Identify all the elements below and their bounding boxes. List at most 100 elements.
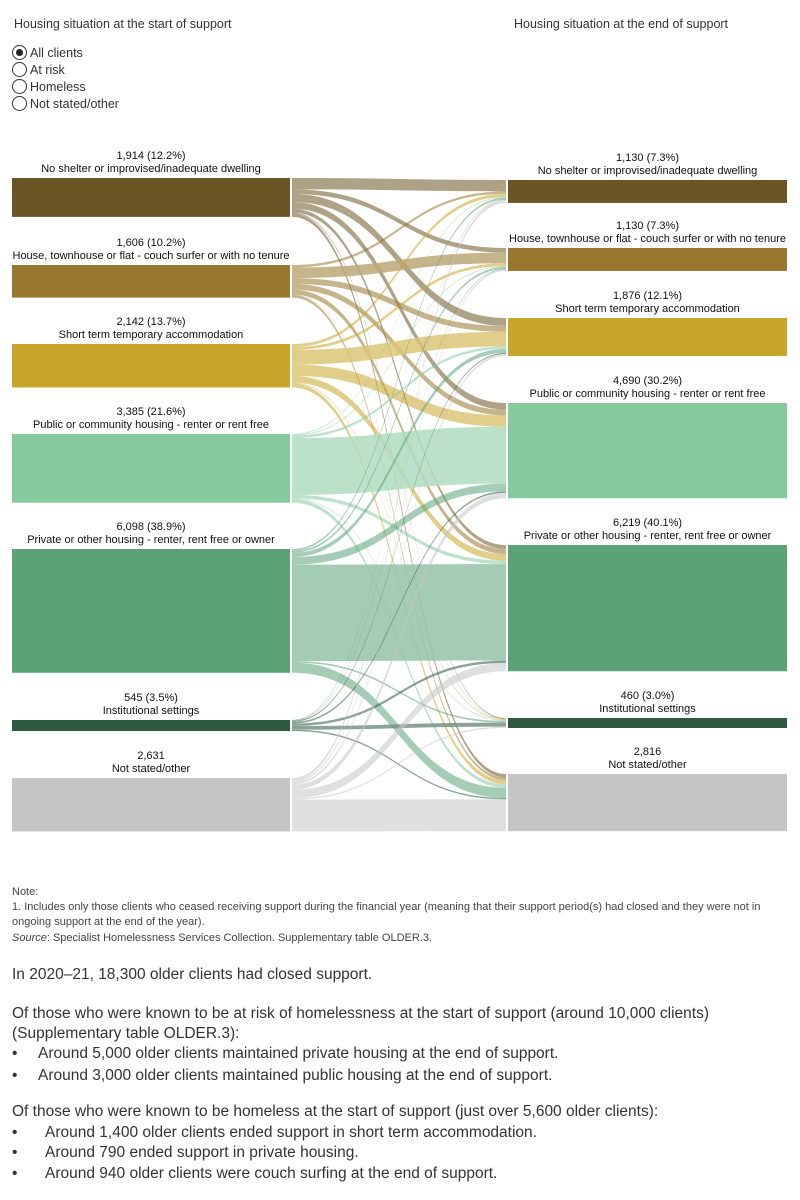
- flow-ns-to-stta[interactable]: [292, 354, 506, 785]
- radio-all-clients[interactable]: All clients: [12, 45, 83, 60]
- end-value-label-nos: 1,130 (7.3%): [616, 152, 679, 164]
- flow-ns-to-ns[interactable]: [292, 799, 506, 832]
- flow-ns-to-nos[interactable]: [292, 199, 506, 782]
- flow-priv-to-priv[interactable]: [292, 564, 506, 662]
- flow-inst-to-ns[interactable]: [292, 729, 506, 800]
- flow-couch-to-stta[interactable]: [292, 277, 506, 332]
- node-layer: [12, 178, 787, 832]
- end-value-label-couch: 1,130 (7.3%): [616, 220, 679, 232]
- flow-inst-to-couch[interactable]: [292, 268, 506, 721]
- list-item: • Around 940 older clients were couch sur…: [12, 1165, 498, 1182]
- flow-ns-to-pub[interactable]: [292, 492, 506, 790]
- end-value-label-inst: 460 (3.0%): [621, 690, 675, 702]
- flow-nos-to-priv[interactable]: [292, 208, 506, 549]
- end-node-stta[interactable]: [508, 318, 787, 357]
- radio-icon[interactable]: [12, 45, 27, 60]
- flow-stta-to-stta[interactable]: [292, 331, 506, 365]
- end-heading: Housing situation at the end of support: [514, 17, 729, 31]
- radio-at-risk[interactable]: At risk: [12, 62, 65, 77]
- sankey-chart: 1,914 (12.2%) No shelter or improvised/in…: [12, 150, 787, 832]
- start-node-nos[interactable]: [12, 178, 290, 217]
- end-value-label-pub: 4,690 (30.2%): [613, 375, 682, 387]
- start-value-label-pub: 3,385 (21.6%): [116, 406, 185, 418]
- flow-couch-to-couch[interactable]: [292, 252, 506, 278]
- end-category-label-priv: Private or other housing - renter, rent …: [524, 530, 772, 542]
- start-node-inst[interactable]: [12, 720, 290, 732]
- start-category-label-ns: Not stated/other: [112, 763, 191, 775]
- start-heading: Housing situation at the start of suppor…: [14, 17, 232, 31]
- flow-inst-to-pub[interactable]: [292, 491, 506, 724]
- flow-pub-to-couch[interactable]: [292, 266, 506, 436]
- list-item: • Around 790 ended support in private hou…: [12, 1144, 359, 1161]
- flow-priv-to-pub[interactable]: [292, 483, 506, 565]
- flow-inst-to-nos[interactable]: [292, 199, 506, 721]
- paragraph-at-risk: Of those who were known to be at risk of…: [12, 1005, 710, 1042]
- flow-nos-to-ns[interactable]: [292, 213, 506, 778]
- flow-couch-to-priv[interactable]: [292, 289, 506, 554]
- flow-pub-to-stta[interactable]: [292, 346, 506, 439]
- start-node-pub[interactable]: [12, 434, 290, 503]
- flow-stta-to-couch[interactable]: [292, 263, 506, 350]
- flow-pub-to-priv[interactable]: [292, 494, 506, 565]
- end-category-label-couch: House, townhouse or flat - couch surfer …: [509, 233, 786, 245]
- list-item: • Around 5,000 older clients maintained p…: [12, 1045, 559, 1062]
- flow-stta-to-inst[interactable]: [292, 382, 506, 721]
- end-value-label-priv: 6,219 (40.1%): [613, 517, 682, 529]
- flow-priv-to-nos[interactable]: [292, 197, 506, 551]
- flow-couch-to-nos[interactable]: [292, 191, 506, 268]
- flow-priv-to-couch[interactable]: [292, 266, 506, 553]
- end-value-label-ns: 2,816: [634, 746, 662, 758]
- flow-pub-to-nos[interactable]: [292, 196, 506, 435]
- start-node-ns[interactable]: [12, 778, 290, 832]
- end-node-couch[interactable]: [508, 248, 787, 271]
- start-category-label-couch: House, townhouse or flat - couch surfer …: [13, 250, 290, 262]
- flow-stta-to-nos[interactable]: [292, 193, 506, 348]
- note-label: Note:: [12, 886, 39, 898]
- start-node-couch[interactable]: [12, 265, 290, 298]
- end-node-nos[interactable]: [508, 180, 787, 203]
- flow-ns-to-inst[interactable]: [292, 726, 506, 800]
- start-value-label-stta: 2,142 (13.7%): [116, 316, 185, 328]
- end-category-label-stta: Short term temporary accommodation: [555, 303, 740, 315]
- end-node-ns[interactable]: [508, 774, 787, 832]
- start-node-priv[interactable]: [12, 549, 290, 673]
- flow-inst-to-stta[interactable]: [292, 352, 506, 722]
- end-node-priv[interactable]: [508, 545, 787, 672]
- paragraph-homeless: Of those who were known to be homeless a…: [12, 1103, 659, 1120]
- radio-icon[interactable]: [12, 96, 27, 111]
- end-node-inst[interactable]: [508, 718, 787, 728]
- end-category-label-nos: No shelter or improvised/inadequate dwel…: [538, 165, 758, 177]
- flow-ns-to-priv[interactable]: [292, 662, 506, 799]
- end-category-label-inst: Institutional settings: [599, 703, 696, 715]
- paragraph-closed-support: In 2020–21, 18,300 older clients had clo…: [12, 966, 373, 983]
- flow-ns-to-couch[interactable]: [292, 269, 506, 783]
- flow-stta-to-pub[interactable]: [292, 364, 506, 427]
- flow-nos-to-couch[interactable]: [292, 189, 506, 253]
- flow-nos-to-nos[interactable]: [292, 178, 506, 192]
- end-node-pub[interactable]: [508, 403, 787, 499]
- end-category-label-ns: Not stated/other: [608, 759, 687, 771]
- start-category-label-inst: Institutional settings: [103, 705, 200, 717]
- start-value-label-inst: 545 (3.5%): [124, 692, 178, 704]
- flow-layer: [292, 178, 506, 832]
- radio-not-stated[interactable]: Not stated/other: [12, 96, 119, 111]
- start-value-label-couch: 1,606 (10.2%): [116, 237, 185, 249]
- note-item-1: 1. Includes only those clients who cease…: [12, 901, 761, 928]
- start-category-label-stta: Short term temporary accommodation: [59, 329, 244, 341]
- radio-icon[interactable]: [12, 79, 27, 94]
- start-category-label-priv: Private or other housing - renter, rent …: [27, 534, 275, 546]
- flow-couch-to-inst[interactable]: [292, 294, 506, 720]
- end-value-label-stta: 1,876 (12.1%): [613, 290, 682, 302]
- radio-icon[interactable]: [12, 62, 27, 77]
- flow-inst-to-priv[interactable]: [292, 660, 506, 727]
- flow-priv-to-inst[interactable]: [292, 661, 506, 723]
- radio-homeless[interactable]: Homeless: [12, 79, 86, 94]
- start-value-label-nos: 1,914 (12.2%): [116, 150, 185, 162]
- flow-nos-to-stta[interactable]: [292, 194, 506, 326]
- start-node-stta[interactable]: [12, 344, 290, 388]
- start-value-label-ns: 2,631: [137, 750, 165, 762]
- flow-priv-to-stta[interactable]: [292, 348, 506, 557]
- flow-pub-to-pub[interactable]: [292, 426, 506, 495]
- list-item: • Around 3,000 older clients maintained p…: [12, 1067, 553, 1084]
- label-layer: 1,914 (12.2%) No shelter or improvised/in…: [13, 150, 786, 775]
